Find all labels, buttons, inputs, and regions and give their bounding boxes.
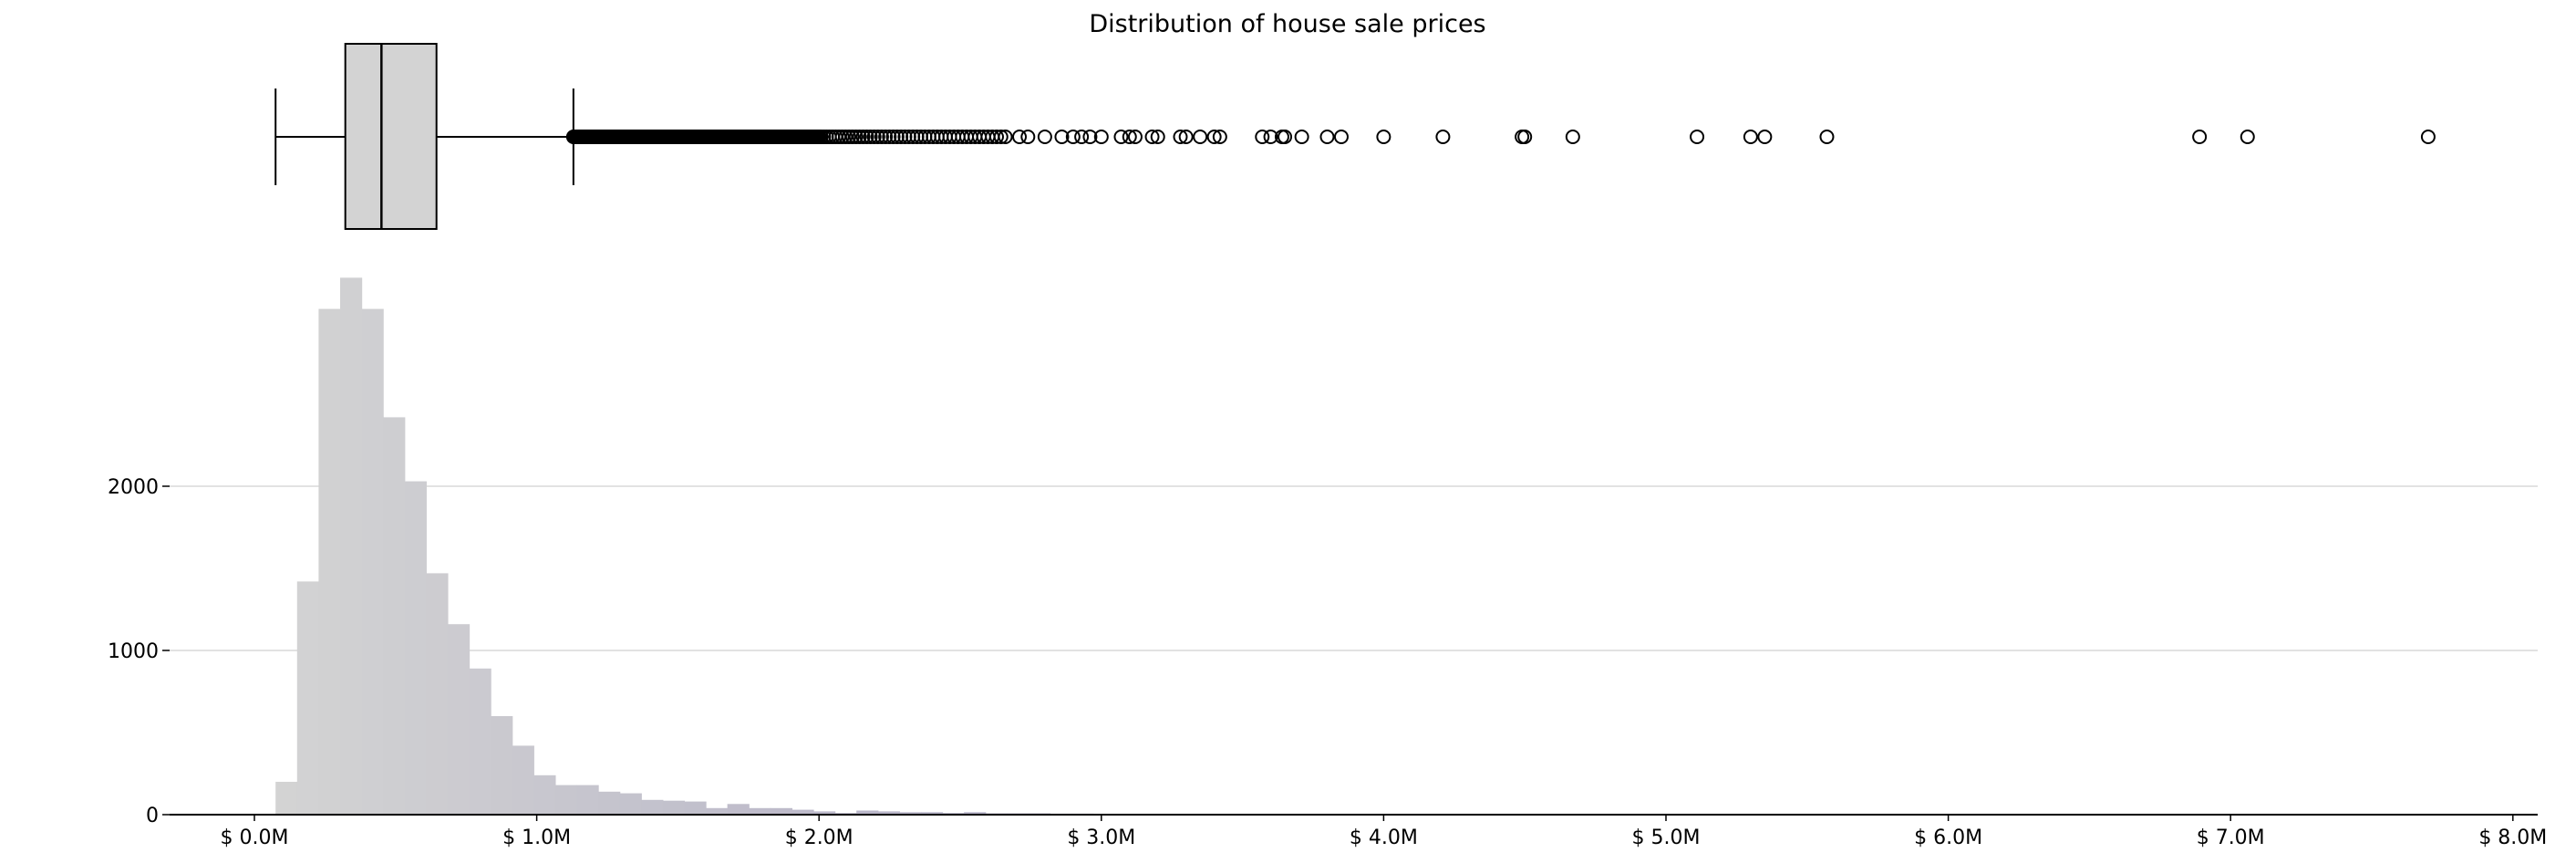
y-tick-label: 1000 [108,640,159,663]
histogram-bar [470,669,491,815]
outlier-point [1758,130,1771,143]
outlier-point [1021,130,1034,143]
outlier-point [1691,130,1703,143]
histogram-bar [577,785,599,815]
x-tick-label: $ 6.0M [1914,827,1982,849]
outlier-point [1436,130,1449,143]
histogram-bar [340,277,362,815]
outlier-point [1820,130,1833,143]
histogram-bar [405,482,427,815]
histogram-bar [620,794,642,815]
histogram-bar [706,808,728,815]
outlier-point [1744,130,1757,143]
boxplot [275,44,2435,229]
histogram-grid [170,486,2538,650]
histogram-bar [663,801,685,815]
y-tick-label: 2000 [108,476,159,499]
histogram-bar [598,792,620,815]
outlier-point [1194,130,1206,143]
histogram-bar [728,804,750,815]
outlier-point [1039,130,1051,143]
x-tick-label: $ 0.0M [221,827,289,849]
histogram-bar [448,624,470,815]
y-tick-label: 0 [146,805,159,827]
histogram-bar [684,802,706,815]
histogram-bar [275,782,297,815]
histogram-bar [555,785,577,815]
x-tick-label: $ 1.0M [502,827,571,849]
x-tick-label: $ 3.0M [1067,827,1135,849]
histogram-bar [533,775,555,815]
histogram-bar [641,800,663,815]
histogram-bar [491,716,512,815]
outlier-point [1335,130,1348,143]
histogram-bar [383,417,405,815]
outlier-point [1320,130,1333,143]
histogram [275,277,2427,815]
outlier-point [2241,130,2254,143]
x-tick-label: $ 5.0M [1632,827,1701,849]
iqr-box [346,44,437,229]
outlier-point [1567,130,1579,143]
x-tick-label: $ 2.0M [785,827,853,849]
chart-title: Distribution of house sale prices [1089,10,1485,38]
histogram-bar [749,808,771,815]
outlier-point [1296,130,1309,143]
histogram-bar [426,573,448,815]
outlier-point [2422,130,2435,143]
outlier-point [1377,130,1390,143]
outlier-point [2193,130,2206,143]
x-tick-label: $ 4.0M [1350,827,1418,849]
x-tick-label: $ 8.0M [2478,827,2547,849]
histogram-bar [297,581,319,815]
histogram-bar [318,309,340,815]
histogram-bar [362,309,384,815]
x-tick-label: $ 7.0M [2197,827,2265,849]
histogram-bar [771,808,792,815]
histogram-bar [512,745,534,815]
